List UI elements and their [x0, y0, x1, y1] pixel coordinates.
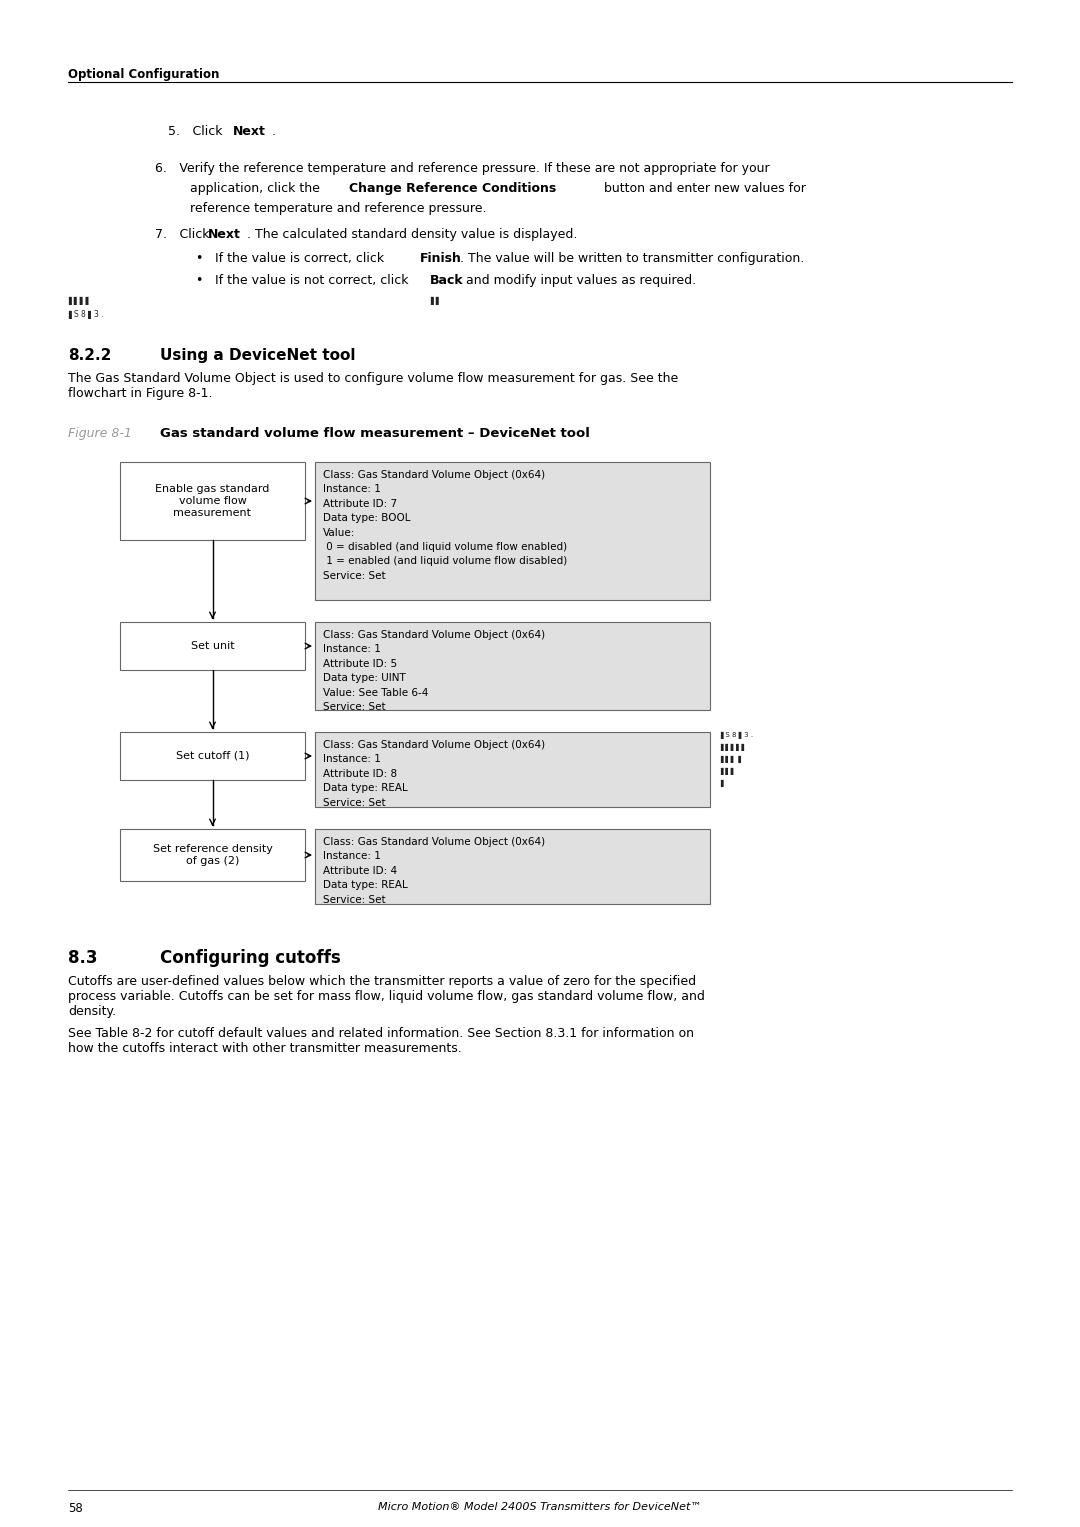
- Text: button and enter new values for: button and enter new values for: [600, 182, 806, 195]
- Text: application, click the: application, click the: [190, 182, 324, 195]
- Text: .: .: [272, 125, 276, 137]
- Text: Finish: Finish: [420, 252, 462, 266]
- Text: Configuring cutoffs: Configuring cutoffs: [160, 948, 341, 967]
- Text: Change Reference Conditions: Change Reference Conditions: [349, 182, 556, 195]
- Text: Next: Next: [233, 125, 266, 137]
- Text: Set cutoff (1): Set cutoff (1): [176, 751, 249, 760]
- Text: Back: Back: [430, 273, 463, 287]
- Text: ▌▌▌▌: ▌▌▌▌: [68, 296, 92, 305]
- Text: See Table 8-2 for cutoff default values and related information. See Section 8.3: See Table 8-2 for cutoff default values …: [68, 1028, 694, 1055]
- Bar: [315, 463, 710, 600]
- Text: 5. Click: 5. Click: [168, 125, 227, 137]
- Bar: [120, 621, 305, 670]
- Text: •: •: [195, 252, 202, 266]
- Text: Class: Gas Standard Volume Object (0x64)
Instance: 1
Attribute ID: 5
Data type: : Class: Gas Standard Volume Object (0x64)…: [323, 631, 545, 712]
- Text: . The value will be written to transmitter configuration.: . The value will be written to transmitt…: [460, 252, 805, 266]
- Text: Using a DeviceNet tool: Using a DeviceNet tool: [160, 348, 355, 363]
- Text: Class: Gas Standard Volume Object (0x64)
Instance: 1
Attribute ID: 7
Data type: : Class: Gas Standard Volume Object (0x64)…: [323, 470, 567, 580]
- Text: Micro Motion® Model 2400S Transmitters for DeviceNet™: Micro Motion® Model 2400S Transmitters f…: [378, 1503, 702, 1512]
- Bar: [315, 621, 710, 710]
- Text: The Gas Standard Volume Object is used to configure volume flow measurement for : The Gas Standard Volume Object is used t…: [68, 373, 678, 400]
- Text: ▌▌▌ ▌: ▌▌▌ ▌: [720, 756, 744, 764]
- Text: ▌▌▌▌▌: ▌▌▌▌▌: [720, 744, 747, 751]
- Text: 8.3: 8.3: [68, 948, 97, 967]
- Text: Class: Gas Standard Volume Object (0x64)
Instance: 1
Attribute ID: 4
Data type: : Class: Gas Standard Volume Object (0x64)…: [323, 837, 545, 904]
- Text: reference temperature and reference pressure.: reference temperature and reference pres…: [190, 202, 486, 215]
- Bar: [315, 829, 710, 904]
- Text: Next: Next: [208, 228, 241, 241]
- Text: If the value is not correct, click: If the value is not correct, click: [215, 273, 413, 287]
- Text: Set unit: Set unit: [191, 641, 234, 651]
- Bar: [120, 463, 305, 541]
- Text: and modify input values as required.: and modify input values as required.: [462, 273, 697, 287]
- Text: . The calculated standard density value is displayed.: . The calculated standard density value …: [247, 228, 578, 241]
- Bar: [120, 829, 305, 881]
- Bar: [120, 731, 305, 780]
- Text: ▌S 8 ▌3 .: ▌S 8 ▌3 .: [68, 310, 104, 319]
- Text: ▌▌: ▌▌: [430, 296, 442, 305]
- Text: ▌▌▌: ▌▌▌: [720, 768, 737, 776]
- Text: If the value is correct, click: If the value is correct, click: [215, 252, 388, 266]
- Bar: [315, 731, 710, 806]
- Text: •: •: [195, 273, 202, 287]
- Text: ▌S 8 ▌3 .: ▌S 8 ▌3 .: [720, 731, 753, 739]
- Text: Optional Configuration: Optional Configuration: [68, 69, 219, 81]
- Text: Class: Gas Standard Volume Object (0x64)
Instance: 1
Attribute ID: 8
Data type: : Class: Gas Standard Volume Object (0x64)…: [323, 741, 545, 808]
- Text: Gas standard volume flow measurement – DeviceNet tool: Gas standard volume flow measurement – D…: [160, 428, 590, 440]
- Text: 6. Verify the reference temperature and reference pressure. If these are not app: 6. Verify the reference temperature and …: [156, 162, 770, 176]
- Text: 7. Click: 7. Click: [156, 228, 214, 241]
- Text: Set reference density
of gas (2): Set reference density of gas (2): [152, 844, 272, 866]
- Text: 58: 58: [68, 1503, 83, 1515]
- Text: Enable gas standard
volume flow
measurement: Enable gas standard volume flow measurem…: [156, 484, 270, 518]
- Text: Figure 8-1: Figure 8-1: [68, 428, 132, 440]
- Text: 8.2.2: 8.2.2: [68, 348, 111, 363]
- Text: Cutoffs are user-defined values below which the transmitter reports a value of z: Cutoffs are user-defined values below wh…: [68, 976, 705, 1019]
- Text: ▌: ▌: [720, 780, 726, 786]
